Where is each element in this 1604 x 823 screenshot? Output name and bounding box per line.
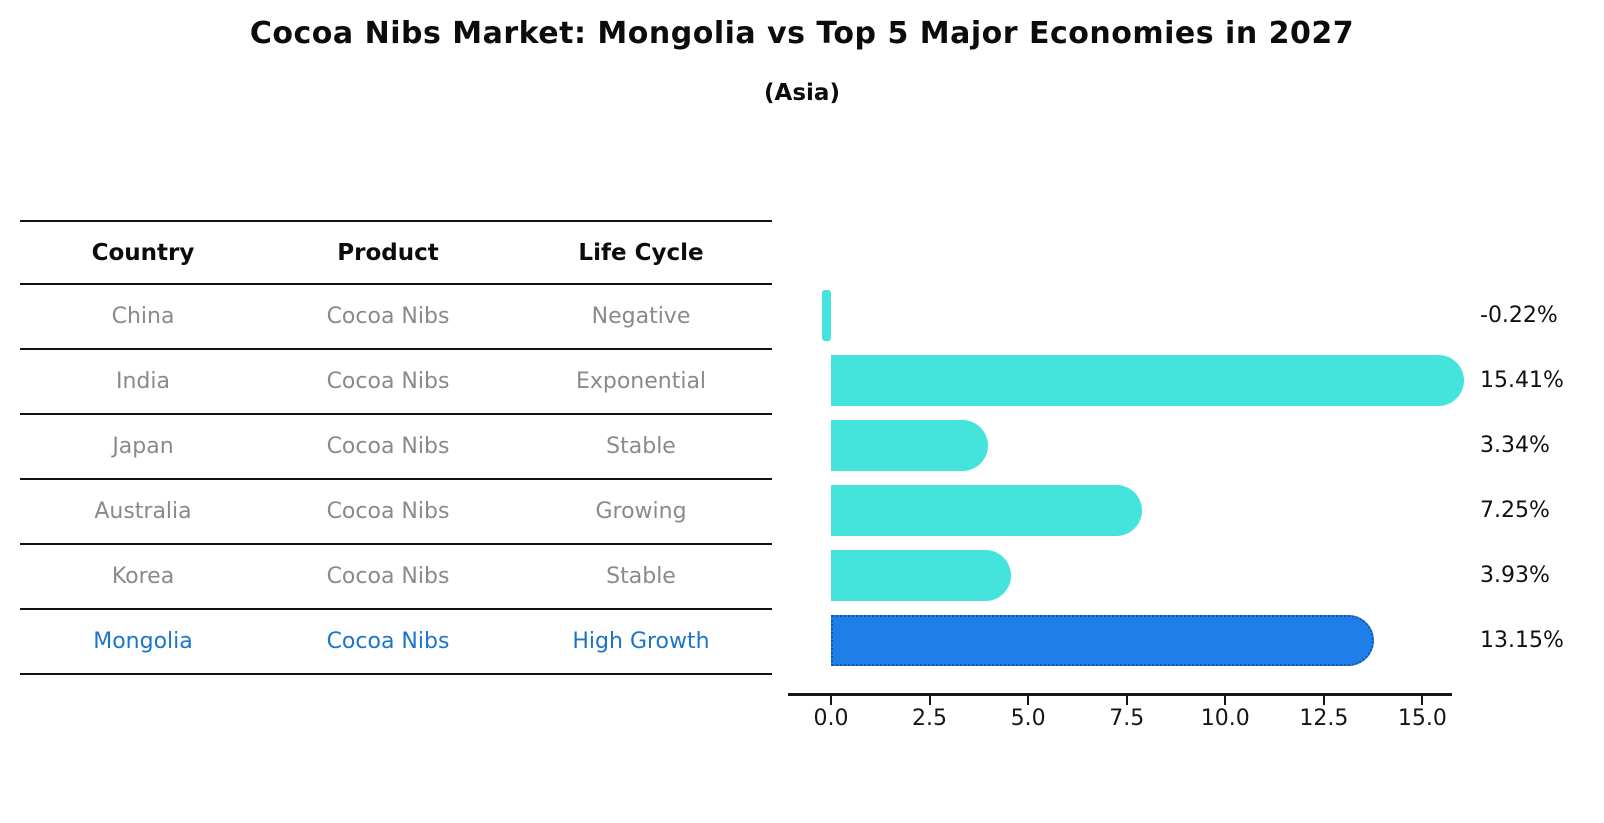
x-tick-label: 12.5 (1299, 706, 1349, 731)
cell-country: Korea (111, 564, 175, 589)
x-tick-label: 5.0 (1010, 706, 1046, 731)
cell-product: Cocoa Nibs (326, 369, 450, 394)
bar-china (822, 290, 831, 341)
table-row-china: China Cocoa Nibs Negative (20, 285, 772, 350)
value-label-china: -0.22% (1480, 303, 1558, 328)
x-tick (829, 696, 832, 705)
value-label-australia: 7.25% (1480, 498, 1550, 523)
table-body: China Cocoa Nibs Negative India Cocoa Nibs Ex… (20, 285, 772, 675)
cell-country: Australia (94, 499, 192, 524)
value-label-korea: 3.93% (1480, 563, 1550, 588)
cell-product: Cocoa Nibs (326, 304, 450, 329)
cell-life-cycle: Stable (606, 434, 676, 459)
bar-india (830, 355, 1464, 406)
x-tick-label: 0.0 (813, 706, 849, 731)
bar-row-australia (788, 478, 1452, 543)
cell-life-cycle: High Growth (572, 629, 710, 654)
table-row-india: India Cocoa Nibs Exponential (20, 350, 772, 415)
header-cell-life-cycle: Life Cycle (578, 239, 704, 266)
x-tick (1125, 696, 1128, 705)
header-cell-country: Country (91, 239, 195, 266)
x-tick-label: 10.0 (1200, 706, 1250, 731)
cell-life-cycle: Stable (606, 564, 676, 589)
x-axis-line (788, 693, 1452, 696)
table-row-korea: Korea Cocoa Nibs Stable (20, 545, 772, 610)
cell-life-cycle: Exponential (575, 369, 707, 394)
cell-country: Mongolia (93, 629, 193, 654)
bar-row-mongolia (788, 608, 1452, 673)
x-tick-label: 15.0 (1397, 706, 1447, 731)
value-label-india: 15.41% (1480, 368, 1564, 393)
x-tick (1322, 696, 1325, 705)
header-cell-product: Product (337, 239, 439, 266)
cell-product: Cocoa Nibs (326, 564, 450, 589)
bar-japan (830, 420, 988, 471)
cell-country: Japan (112, 434, 174, 459)
page-title: Cocoa Nibs Market: Mongolia vs Top 5 Maj… (249, 16, 1355, 51)
value-label-mongolia: 13.15% (1480, 628, 1564, 653)
bar-australia (830, 485, 1142, 536)
x-tick (1027, 696, 1030, 705)
table-row-australia: Australia Cocoa Nibs Growing (20, 480, 772, 545)
table-row-mongolia: Mongolia Cocoa Nibs High Growth (20, 610, 772, 675)
value-label-japan: 3.34% (1480, 433, 1550, 458)
cell-life-cycle: Growing (595, 499, 687, 524)
bar-mongolia (830, 615, 1375, 666)
x-tick (1421, 696, 1424, 705)
value-labels-column: -0.22% 15.41% 3.34% 7.25% 3.93% 13.15% (1466, 283, 1604, 673)
cell-life-cycle: Negative (591, 304, 691, 329)
x-tick-label: 7.5 (1109, 706, 1145, 731)
x-tick-label: 2.5 (912, 706, 948, 731)
bar-korea (830, 550, 1011, 601)
cell-country: China (111, 304, 175, 329)
bar-row-korea (788, 543, 1452, 608)
bar-plot-area (788, 283, 1464, 673)
cell-product: Cocoa Nibs (326, 629, 450, 654)
bar-row-india (788, 348, 1464, 413)
chart-subtitle: (Asia) (764, 80, 840, 106)
data-table: Country Product Life Cycle China Cocoa Ni… (20, 220, 772, 675)
x-tick (1224, 696, 1227, 705)
cell-product: Cocoa Nibs (326, 434, 450, 459)
bar-row-japan (788, 413, 1452, 478)
cell-product: Cocoa Nibs (326, 499, 450, 524)
table-header-row: Country Product Life Cycle (20, 222, 772, 285)
x-tick (928, 696, 931, 705)
table-row-japan: Japan Cocoa Nibs Stable (20, 415, 772, 480)
cell-country: India (116, 369, 170, 394)
bar-row-china (788, 283, 1452, 348)
